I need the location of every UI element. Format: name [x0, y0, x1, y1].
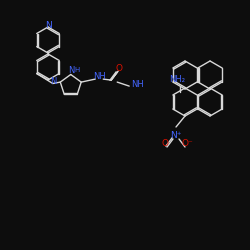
Text: O⁻: O⁻ [181, 140, 193, 148]
Text: N: N [68, 66, 75, 75]
Text: N: N [44, 22, 52, 30]
Text: N: N [50, 76, 56, 86]
Text: NH: NH [93, 72, 106, 80]
Text: H: H [74, 68, 79, 73]
Text: N⁺: N⁺ [170, 130, 182, 140]
Text: NH: NH [131, 80, 143, 88]
Text: O: O [116, 64, 123, 72]
Text: O: O [162, 140, 168, 148]
Text: NH₂: NH₂ [169, 76, 185, 84]
